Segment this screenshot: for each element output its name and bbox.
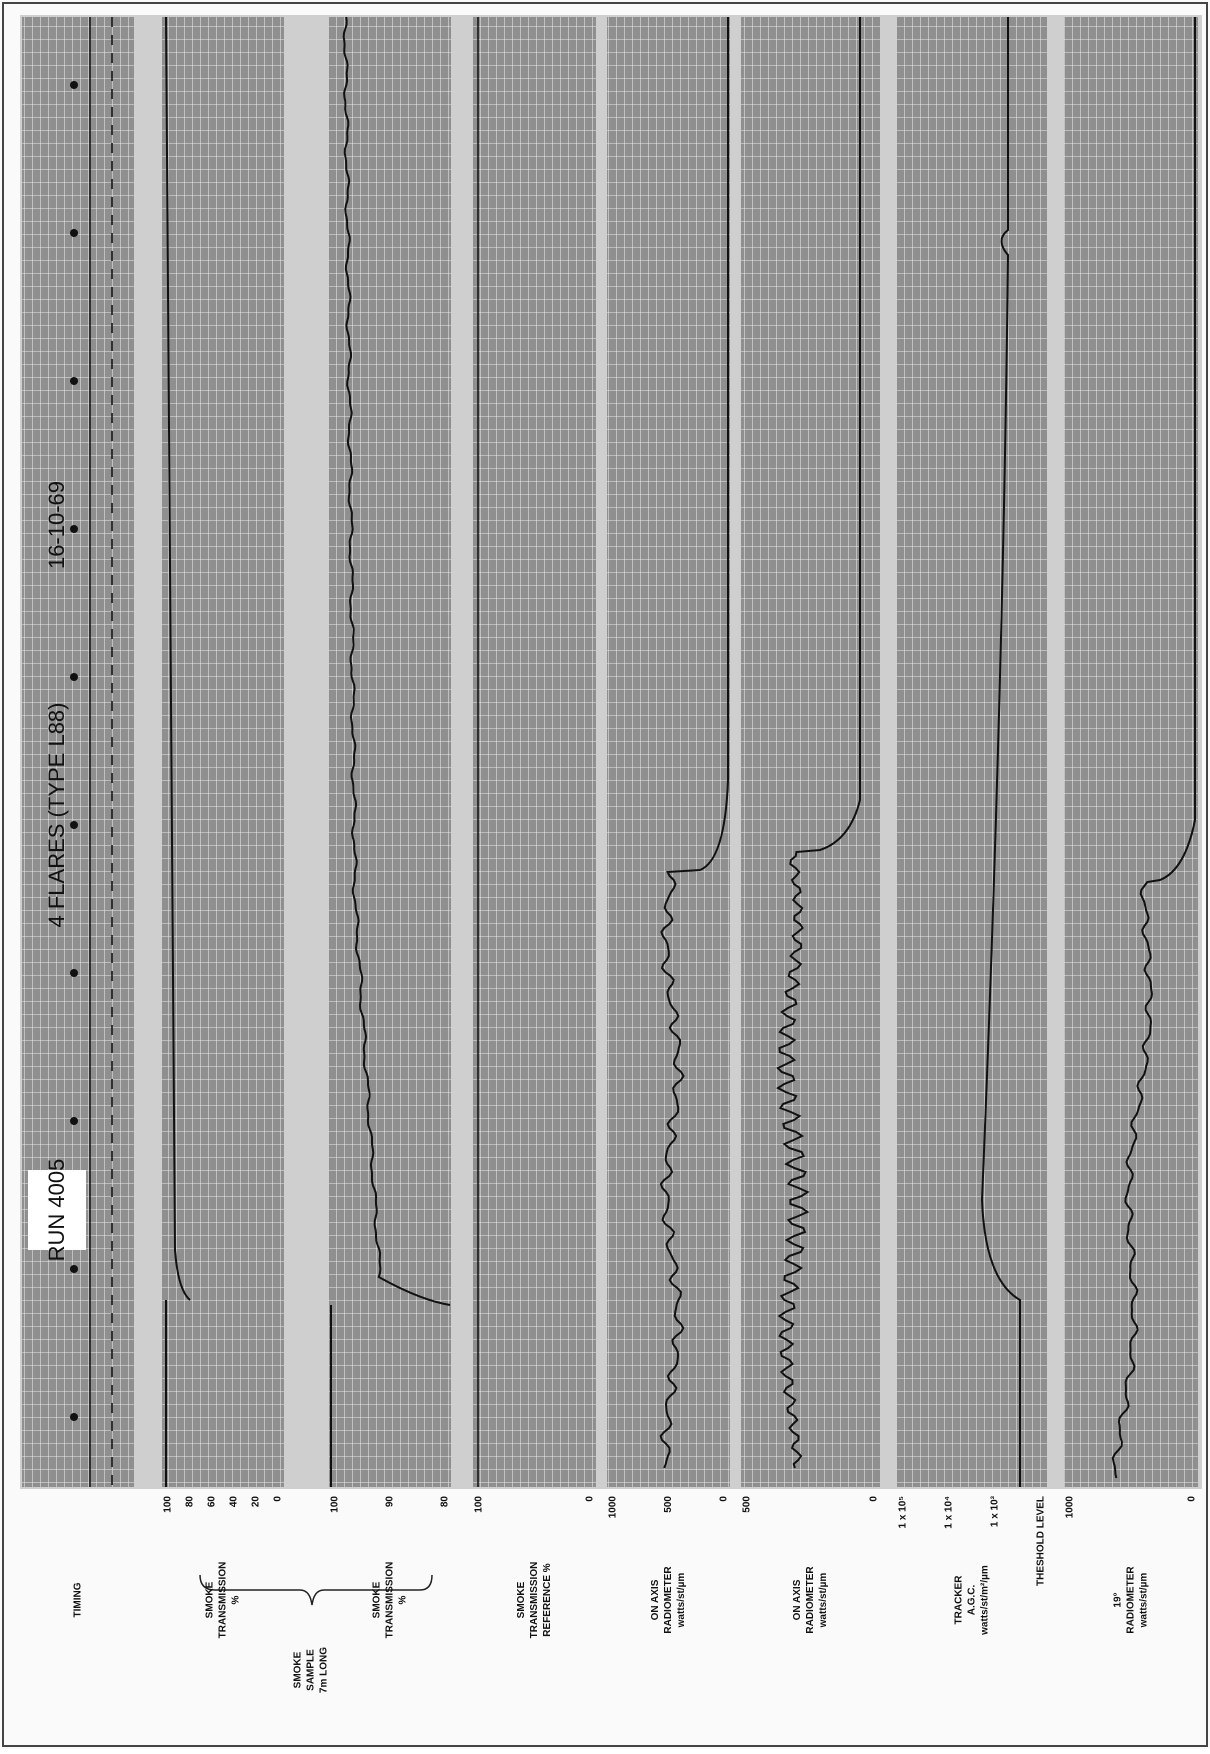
timing-mark [70,1117,78,1125]
channel-label: SMOKE [516,1581,527,1618]
tick-label: 0 [869,1496,880,1502]
channel-label: watts/st/µm [818,1573,829,1629]
channel-label: REFERENCE % [542,1563,553,1636]
tick-label: 100 [330,1496,341,1513]
channel-label: TRANSMISSION [218,1562,229,1639]
timing-mark [70,1265,78,1273]
timing-mark [70,377,78,385]
trace [980,17,1021,1487]
tick-label: 0 [585,1496,596,1502]
tick-label: 100 [163,1496,174,1513]
tick-label: 100 [474,1496,485,1513]
tick-label: THESHOLD LEVEL [1036,1496,1047,1586]
trace [776,17,861,1469]
channel-label: watts/st/µm [676,1573,687,1629]
tick-label: 0 [273,1496,284,1502]
timing-mark [70,81,78,89]
tick-label: 1 x 10⁵ [898,1496,909,1529]
trace [1111,17,1196,1479]
channel-label: RADIOMETER [805,1566,816,1634]
channel-label: watts/st/µm [1139,1573,1150,1629]
channel-label: ON AXIS [650,1579,661,1620]
tick-label: 500 [663,1496,674,1513]
channel-label: % [231,1595,242,1604]
channel-label: % [398,1595,409,1604]
tick-label: 1000 [1065,1496,1076,1519]
channel-label: RADIOMETER [1126,1566,1137,1634]
tick-label: 1000 [608,1496,619,1519]
group-label: 7m LONG [319,1647,330,1693]
strip [607,17,730,1487]
channel-label: TRANSMISSION [385,1562,396,1639]
timing-mark [70,229,78,237]
channel-label: 19° [1113,1592,1124,1607]
strip [897,17,1047,1487]
run-title: RUN 4005 [44,1159,69,1262]
tick-label: 1 x 10⁴ [944,1496,955,1529]
strip [329,17,451,1487]
timing-mark [70,821,78,829]
strip [473,17,596,1487]
tick-label: 20 [251,1496,262,1508]
tick-label: 80 [440,1496,451,1508]
tick-label: 40 [229,1496,240,1508]
channel-label: watts/st/m²/µm [980,1565,991,1636]
trace [330,16,451,1487]
tick-label: 60 [207,1496,218,1508]
run-box [28,1170,86,1250]
channel-label: SMOKE [372,1581,383,1618]
tick-label: 90 [385,1496,396,1508]
date: 16-10-69 [44,481,69,569]
strip [741,17,880,1487]
group-label: SAMPLE [306,1649,317,1691]
trace [165,16,191,1487]
trace [659,17,729,1469]
channel-label: TIMING [73,1582,84,1617]
tick-label: 0 [1187,1496,1198,1502]
flares-title: 4 FLARES (TYPE L88) [44,703,69,928]
tick-label: 0 [719,1496,730,1502]
timing-mark [70,1413,78,1421]
channel-label: RADIOMETER [663,1566,674,1634]
strips [22,17,1198,1487]
strip [162,17,284,1487]
tick-label: 500 [742,1496,753,1513]
group-label: SMOKE [293,1651,304,1688]
channel-label: ON AXIS [792,1579,803,1620]
strip [1064,17,1198,1487]
traces [70,16,1196,1487]
timing-mark [70,969,78,977]
strip [22,17,134,1487]
channel-label: SMOKE [205,1581,216,1618]
channel-label: TRACKER [954,1575,965,1625]
timing-mark [70,673,78,681]
group-brace [199,1574,433,1606]
channel-label: A.G.C. [967,1585,978,1616]
tick-label: 1 x 10³ [990,1495,1001,1527]
tick-label: 80 [185,1496,196,1508]
channel-label: TRANSMISSION [529,1562,540,1639]
timing-mark [70,525,78,533]
